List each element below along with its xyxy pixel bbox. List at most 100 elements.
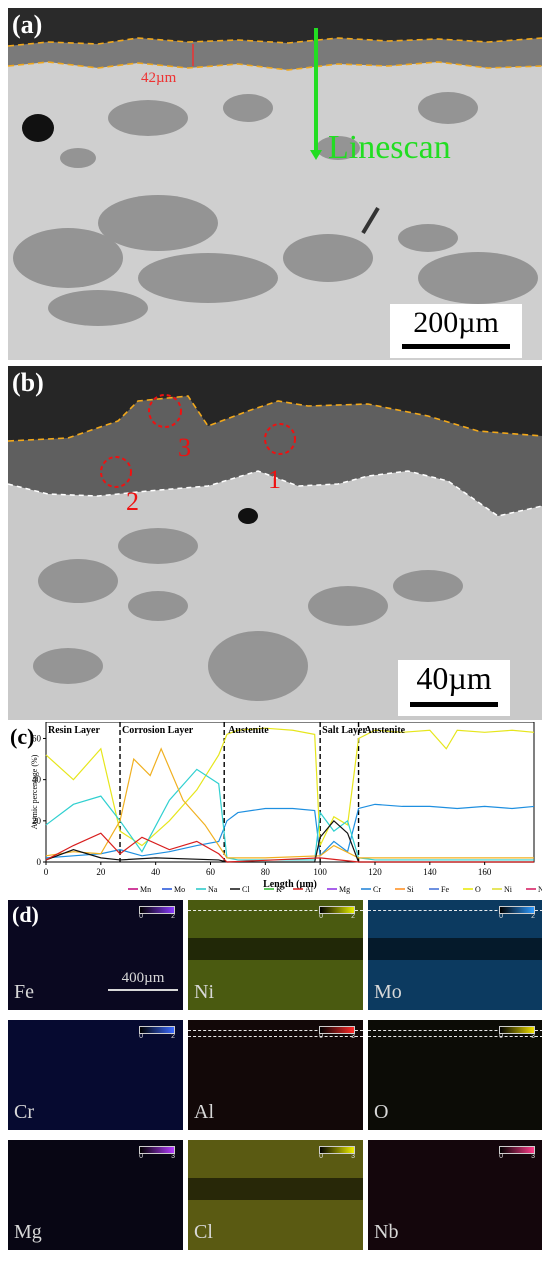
outer-boundary-b [8, 395, 542, 442]
point-2-circle [100, 456, 132, 488]
colorbar-max: 2 [171, 913, 175, 920]
legend-entry: K [276, 885, 282, 894]
x-tick-label: 20 [96, 867, 106, 877]
sem-image-panel-a: (a) 42µm Linescan [8, 8, 542, 360]
scale-bar-b-line [410, 702, 498, 707]
colorbar-max: 3 [351, 1033, 355, 1040]
x-tick-label: 80 [261, 867, 271, 877]
panel-label-d: (d) [12, 902, 39, 927]
colorbar-max: 3 [171, 1153, 175, 1160]
eds-map-cl: 0 3 Cl [188, 1140, 363, 1250]
element-label: Fe [14, 981, 34, 1003]
y-tick-label: 0 [37, 857, 42, 867]
colorbar-max: 3 [531, 1033, 535, 1040]
colorbar-max: 3 [531, 1153, 535, 1160]
thickness-label: 42µm [141, 70, 177, 86]
x-tick-label: 0 [44, 867, 49, 877]
corrosion-layer-b [8, 396, 542, 516]
panel-label-a: (a) [12, 10, 43, 39]
legend-entry: Nb [538, 885, 542, 894]
legend-entry: Mg [339, 885, 350, 894]
region-label: Austenite [228, 725, 269, 736]
y-axis-label: Atomic percentage (%) [30, 754, 39, 829]
x-axis-label: Length (µm) [263, 879, 317, 890]
lower-boundary-dashed [8, 61, 542, 71]
scale-bar-a-line [402, 344, 510, 349]
colorbar-min: 0 [499, 1033, 503, 1040]
colorbar-min: 0 [139, 1033, 143, 1040]
depleted-band [368, 938, 542, 960]
series-ni [45, 727, 535, 847]
sem-image-panel-b: (b) 1 2 3 40µm [8, 366, 542, 720]
colorbar [499, 1026, 535, 1034]
eds-map-cr: 0 2 Cr [8, 1020, 183, 1130]
colorbar [319, 1146, 355, 1154]
region-label: Corrosion Layer [122, 725, 194, 736]
sem-micrograph-a: 42µm Linescan [8, 8, 542, 326]
legend-entry: Cl [242, 885, 250, 894]
scale-bar-b-text: 40µm [416, 660, 492, 696]
eds-maps-panel: 0 2 Fe 400µm (d) 0 2 Ni 0 2 Mo 0 2 Cr 0 3 Al 0 3 O 0 3 Mg 0 3 Cl 0… [8, 900, 542, 1260]
element-label: Mo [374, 981, 402, 1003]
eds-map-al: 0 3 Al [188, 1020, 363, 1130]
inclusions [13, 92, 538, 326]
point-2-label: 2 [126, 487, 139, 516]
eds-map-nb: 0 3 Nb [368, 1140, 542, 1250]
colorbar [319, 1026, 355, 1034]
colorbar-max: 2 [351, 913, 355, 920]
element-label: Cr [14, 1101, 34, 1123]
eds-map-fe: 0 2 Fe 400µm (d) [8, 900, 183, 1010]
colorbar-min: 0 [499, 1153, 503, 1160]
colorbar [499, 906, 535, 914]
colorbar-min: 0 [499, 913, 503, 920]
region-label: Salt Layer [322, 725, 367, 736]
region-label: Austenite [365, 725, 406, 736]
plot-frame [45, 722, 535, 863]
linescan-label: Linescan [328, 129, 451, 166]
x-tick-label: 160 [478, 867, 492, 877]
upper-boundary-dashed [8, 37, 542, 47]
x-tick-label: 40 [151, 867, 161, 877]
series-o [45, 747, 534, 859]
region-label: Resin Layer [48, 725, 101, 736]
layer-boundary [368, 910, 542, 911]
point-3-label: 3 [178, 433, 191, 462]
x-tick-label: 100 [313, 867, 327, 877]
scale-bar-d-line [108, 989, 178, 991]
x-tick-label: 60 [206, 867, 216, 877]
colorbar-max: 2 [171, 1033, 175, 1040]
scale-bar-d-text: 400µm [121, 970, 165, 986]
element-label: Ni [194, 981, 214, 1003]
eds-map-mg: 0 3 Mg [8, 1140, 183, 1250]
colorbar-min: 0 [139, 1153, 143, 1160]
colorbar [139, 1146, 175, 1154]
colorbar [499, 1146, 535, 1154]
depleted-band [188, 938, 363, 960]
point-1-circle [264, 423, 296, 455]
series-al [45, 832, 534, 863]
point-3-circle [148, 394, 182, 428]
x-tick-label: 140 [423, 867, 437, 877]
linescan-arrowhead [310, 150, 322, 160]
scale-bar-a: 200µm [390, 304, 522, 358]
scale-bar-d: 400µm [108, 970, 178, 991]
eds-map-o: 0 3 O [368, 1020, 542, 1130]
legend-entry: Fe [441, 885, 449, 894]
point-1-label: 1 [268, 465, 281, 494]
y-tick-label: 60 [32, 733, 42, 743]
element-label: O [374, 1101, 389, 1123]
colorbar [139, 1026, 175, 1034]
element-label: Nb [374, 1221, 399, 1243]
scale-bar-a-text: 200µm [413, 306, 499, 339]
colorbar-min: 0 [319, 1153, 323, 1160]
sem-micrograph-b: 1 2 3 [8, 366, 542, 701]
legend-entry: Cr [373, 885, 381, 894]
y-tick-label: 40 [32, 775, 42, 785]
legend-entry: Mo [174, 885, 185, 894]
layer-boundary [368, 1036, 542, 1037]
colorbar-min: 0 [139, 913, 143, 920]
linescan-chart-panel: 0 20 40 60 80 100 120 140 160 0 20 40 60 Length (µm) A… [8, 722, 542, 898]
colorbar-min: 0 [319, 1033, 323, 1040]
series-mo [45, 803, 535, 859]
